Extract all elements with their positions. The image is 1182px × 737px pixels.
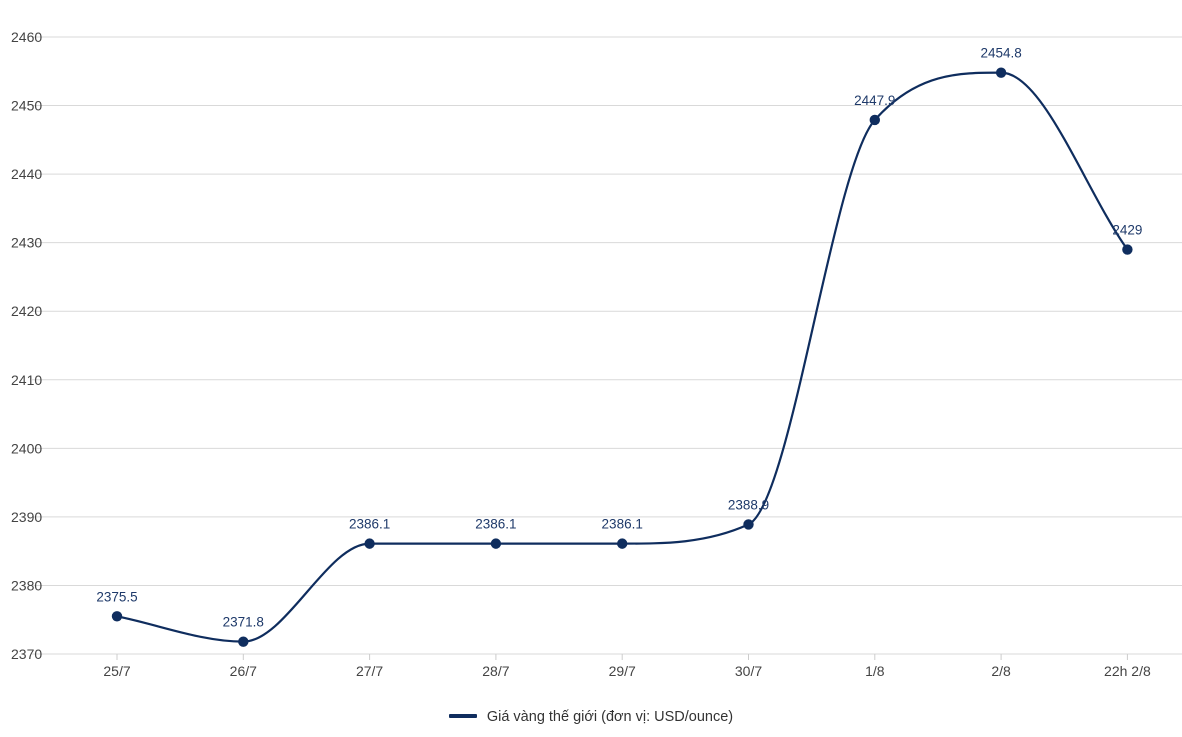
y-tick-label: 2430 bbox=[11, 235, 42, 251]
legend-label: Giá vàng thế giới (đơn vị: USD/ounce) bbox=[486, 709, 734, 726]
data-label: 2454.8 bbox=[980, 46, 1021, 61]
grid-lines bbox=[32, 36, 1182, 655]
data-label: 2371.8 bbox=[223, 615, 264, 630]
data-points bbox=[111, 67, 1133, 647]
x-tick-label: 26/7 bbox=[230, 663, 257, 679]
data-point bbox=[1122, 244, 1133, 255]
data-point bbox=[490, 538, 502, 549]
series-line bbox=[116, 71, 1129, 643]
data-label: 2386.1 bbox=[602, 517, 643, 532]
legend-swatch bbox=[448, 714, 477, 719]
y-tick-label: 2380 bbox=[11, 577, 42, 593]
data-labels: 2375.5 2371.8 2386.1 2386.1 2386.1 2388.9 2447… bbox=[96, 46, 1142, 630]
y-axis: 2370 2380 2390 2400 2410 2420 2430 2440 2450 2460 bbox=[11, 29, 42, 662]
y-tick-label: 2400 bbox=[11, 440, 42, 456]
y-tick-label: 2440 bbox=[11, 166, 42, 182]
x-tick-label: 28/7 bbox=[482, 663, 509, 679]
data-point bbox=[617, 538, 628, 549]
y-tick-label: 2410 bbox=[11, 372, 42, 388]
y-tick-label: 2390 bbox=[11, 509, 42, 525]
x-tick-label: 22h 2/8 bbox=[1104, 663, 1151, 679]
x-tick-label: 2/8 bbox=[991, 663, 1011, 679]
data-point bbox=[364, 538, 375, 549]
legend: Giá vàng thế giới (đơn vị: USD/ounce) bbox=[0, 709, 1182, 725]
data-point bbox=[869, 114, 880, 126]
data-point bbox=[111, 611, 123, 622]
x-tick-label: 25/7 bbox=[103, 663, 130, 679]
x-tick-label: 29/7 bbox=[609, 663, 636, 679]
data-label: 2386.1 bbox=[475, 517, 516, 532]
data-label: 2388.9 bbox=[728, 497, 769, 512]
data-label: 2386.1 bbox=[349, 517, 390, 532]
data-label: 2429 bbox=[1112, 223, 1142, 238]
y-tick-label: 2370 bbox=[11, 646, 42, 662]
data-point bbox=[238, 636, 249, 647]
data-label: 2375.5 bbox=[96, 589, 137, 604]
data-point bbox=[995, 67, 1007, 78]
x-tick-label: 1/8 bbox=[865, 663, 885, 679]
y-tick-label: 2450 bbox=[11, 98, 42, 114]
data-point bbox=[743, 519, 754, 530]
x-tick-label: 27/7 bbox=[356, 663, 383, 679]
y-tick-label: 2420 bbox=[11, 303, 42, 319]
y-tick-label: 2460 bbox=[11, 29, 42, 45]
data-label: 2447.9 bbox=[854, 93, 895, 108]
x-axis: 25/7 26/7 27/7 28/7 29/7 30/7 1/8 2/8 22h 2/8 bbox=[103, 654, 1151, 679]
x-tick-label: 30/7 bbox=[735, 663, 762, 679]
